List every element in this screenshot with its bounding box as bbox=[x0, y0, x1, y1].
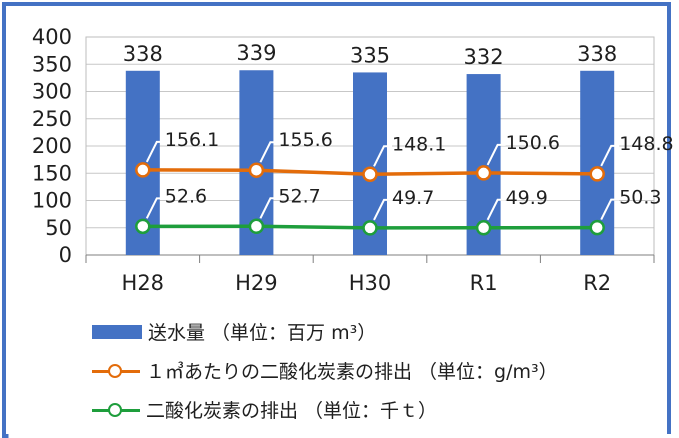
bar-data-label: 338 bbox=[577, 42, 617, 66]
green-series-data-label: 52.6 bbox=[165, 185, 207, 207]
orange-series-data-label: 150.6 bbox=[506, 132, 560, 154]
x-tick-label: H29 bbox=[235, 271, 278, 295]
orange-series-marker bbox=[362, 166, 378, 183]
y-tick-label: 200 bbox=[32, 134, 72, 158]
y-tick-label: 400 bbox=[32, 25, 72, 49]
x-tick-label: R2 bbox=[583, 271, 611, 295]
x-tick-label: H28 bbox=[122, 271, 165, 295]
orange-series-leader bbox=[373, 145, 392, 167]
green-series-leader bbox=[145, 197, 165, 219]
orange-series-marker bbox=[248, 162, 265, 178]
green-series-marker bbox=[589, 219, 605, 236]
green-series-leader bbox=[600, 198, 620, 221]
bar-data-label: 335 bbox=[350, 43, 390, 67]
y-tick-label: 50 bbox=[45, 216, 72, 240]
green-series-marker bbox=[248, 218, 265, 235]
green-series-data-label: 49.9 bbox=[506, 187, 548, 209]
y-tick-label: 250 bbox=[32, 107, 72, 131]
x-tick-label: R1 bbox=[470, 271, 498, 295]
legend-label-co2-total: 二酸化炭素の排出 （単位：千ｔ） bbox=[146, 400, 438, 422]
x-tick-label: H30 bbox=[349, 271, 392, 295]
green-series-data-label: 49.7 bbox=[392, 187, 434, 209]
orange-series-marker bbox=[135, 162, 151, 178]
orange-series-marker bbox=[589, 166, 605, 182]
green-series-leader bbox=[486, 198, 506, 221]
y-tick-label: 0 bbox=[59, 243, 72, 267]
orange-series-leader bbox=[259, 141, 279, 163]
y-tick-label: 350 bbox=[32, 52, 72, 76]
bar-data-label: 332 bbox=[464, 45, 504, 69]
legend-item-co2-total: 二酸化炭素の排出 （単位：千ｔ） bbox=[92, 396, 437, 423]
orange-series-data-label: 155.6 bbox=[278, 129, 332, 151]
orange-series-data-label: 148.1 bbox=[392, 133, 446, 155]
green-series-data-label: 52.7 bbox=[278, 185, 320, 207]
orange-series-leader bbox=[145, 140, 165, 163]
orange-series-leader bbox=[600, 144, 620, 167]
y-tick-label: 150 bbox=[32, 161, 72, 185]
orange-series-leader bbox=[486, 143, 506, 166]
green-series-marker bbox=[475, 220, 492, 236]
green-series-leader bbox=[373, 198, 392, 221]
legend-swatch-orange-line bbox=[92, 363, 140, 378]
orange-series-data-label: 148.8 bbox=[619, 133, 673, 155]
y-tick-label: 300 bbox=[32, 80, 72, 104]
green-series-data-label: 50.3 bbox=[619, 187, 661, 209]
legend-swatch-green-line bbox=[92, 402, 140, 417]
green-series-leader bbox=[259, 197, 279, 219]
legend-label-co2-per-m3: １㎥あたりの二酸化炭素の排出 （単位：g/m³） bbox=[146, 361, 558, 383]
green-series-marker bbox=[362, 220, 378, 236]
legend-swatch-bar bbox=[92, 324, 142, 339]
bar-data-label: 339 bbox=[236, 41, 276, 65]
legend-item-co2-per-m3: １㎥あたりの二酸化炭素の排出 （単位：g/m³） bbox=[92, 357, 558, 384]
orange-series-data-label: 156.1 bbox=[165, 129, 219, 151]
green-series-marker bbox=[135, 218, 151, 235]
orange-series-marker bbox=[475, 165, 492, 181]
legend-label-water: 送水量 （単位：百万 m³） bbox=[148, 322, 377, 344]
bar-data-label: 338 bbox=[123, 42, 163, 66]
legend-item-water: 送水量 （単位：百万 m³） bbox=[92, 318, 376, 345]
y-tick-label: 100 bbox=[32, 189, 72, 213]
